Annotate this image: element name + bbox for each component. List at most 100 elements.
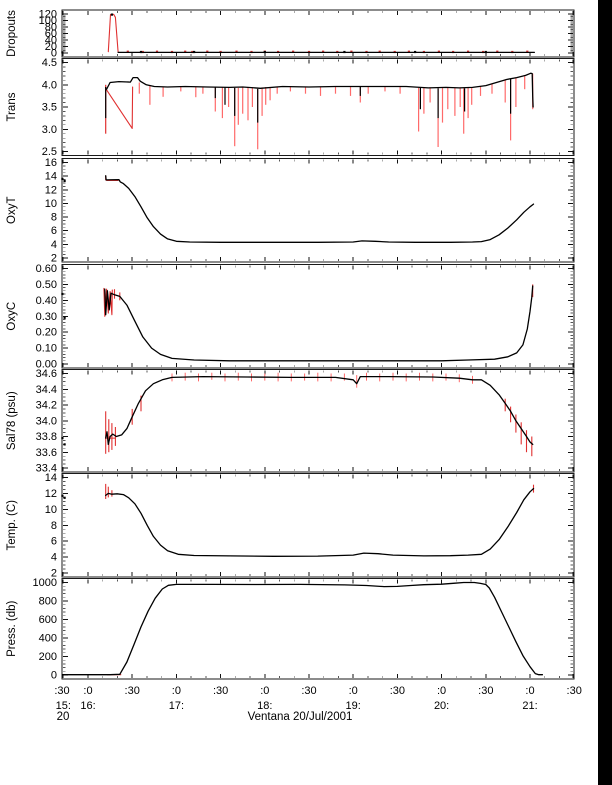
y-tick-label: 0.20 bbox=[36, 327, 57, 339]
y-tick-label: 3.0 bbox=[42, 124, 57, 136]
panel-oxyc: 0.00 0.10 0.20 0.30 0.40 0.50 0.60 OxyC bbox=[6, 263, 575, 371]
y-tick-label: 120 bbox=[39, 9, 57, 21]
panel-sal78-series bbox=[61, 372, 534, 457]
x-tick-label: :30 bbox=[301, 685, 316, 697]
y-tick-label: 8 bbox=[51, 212, 57, 224]
x-hour-label: 16: bbox=[80, 700, 95, 712]
y-tick-label: 34.2 bbox=[36, 400, 57, 412]
y-tick-label: 0.30 bbox=[36, 311, 57, 323]
x-tick-label: :30 bbox=[567, 685, 582, 697]
y-tick-label: 20 bbox=[45, 41, 57, 53]
panel-trans-axes: 2.5 3.0 3.5 4.0 4.5 bbox=[42, 57, 575, 158]
series-temp-raw-spikes bbox=[105, 483, 535, 499]
x-tick-label: :30 bbox=[390, 685, 405, 697]
series-oxyc-start-dots bbox=[61, 292, 66, 319]
series-oxyt-start-dots bbox=[61, 177, 66, 182]
plot-caption: Ventana 20/Jul/2001 bbox=[247, 711, 353, 723]
y-tick-label: 0.00 bbox=[36, 359, 57, 371]
panel-press: 0 200 400 600 800 1000 Press. (db) bbox=[6, 577, 575, 682]
y-tick-label: 10 bbox=[45, 504, 57, 516]
y-tick-label: 34.0 bbox=[36, 415, 57, 427]
right-black-strip bbox=[598, 0, 612, 785]
y-tick-label: 40 bbox=[45, 35, 57, 47]
y-tick-label: 12 bbox=[45, 488, 57, 500]
x-tick-label: :0 bbox=[83, 685, 92, 697]
y-tick-label: 34.4 bbox=[36, 384, 57, 396]
y-tick-label: 8 bbox=[51, 520, 57, 532]
y-tick-label: 14 bbox=[45, 472, 57, 484]
x-axis-labels: :30:0:30:0:30:0:30:0:30:0:30:0:30 15: 16: 1… bbox=[54, 685, 581, 712]
y-tick-label: 2.5 bbox=[42, 146, 57, 158]
y-tick-label: 3.5 bbox=[42, 102, 57, 114]
y-tick-label: 0 bbox=[51, 670, 57, 682]
panel-oxyc-series bbox=[61, 284, 534, 362]
series-sal78-clean-line bbox=[105, 375, 534, 446]
panel-oxyc-axes: 0.00 0.10 0.20 0.30 0.40 0.50 0.60 bbox=[36, 263, 575, 371]
y-tick-label: 6 bbox=[51, 225, 57, 237]
y-tick-label: 12 bbox=[45, 184, 57, 196]
x-hour-label: 15: bbox=[56, 700, 71, 712]
y-tick-label: 0 bbox=[51, 48, 57, 60]
x-tick-label: :30 bbox=[213, 685, 228, 697]
y-axis-title-oxyc: OxyC bbox=[6, 302, 18, 331]
series-trans-raw-descent bbox=[105, 86, 134, 129]
y-tick-label: 4.5 bbox=[42, 57, 57, 69]
y-tick-label: 2 bbox=[51, 253, 57, 265]
y-tick-label: 800 bbox=[39, 596, 57, 608]
x-hour-label: 20: bbox=[434, 700, 449, 712]
series-oxyt-clean-line bbox=[105, 175, 535, 243]
panel-press-series bbox=[61, 581, 544, 676]
x-tick-label: :0 bbox=[172, 685, 181, 697]
y-tick-label: 6 bbox=[51, 536, 57, 548]
x-tick-label: :30 bbox=[54, 685, 69, 697]
y-tick-label: 0.40 bbox=[36, 295, 57, 307]
y-tick-label: 10 bbox=[45, 198, 57, 210]
panel-dropouts-series bbox=[61, 13, 536, 54]
panel-temp-axes: 2 4 6 8 10 12 14 bbox=[45, 472, 575, 580]
panel-trans: 2.5 3.0 3.5 4.0 4.5 Trans bbox=[6, 57, 575, 158]
x-tick-label: :0 bbox=[437, 685, 446, 697]
x-hour-label: 21: bbox=[522, 700, 537, 712]
y-axis-title-oxyt: OxyT bbox=[6, 197, 18, 224]
series-temp-clean-line bbox=[105, 487, 535, 557]
x-tick-label: :0 bbox=[260, 685, 269, 697]
y-tick-label: 0.10 bbox=[36, 343, 57, 355]
y-tick-label: 80 bbox=[45, 22, 57, 34]
y-tick-label: 0.60 bbox=[36, 263, 57, 275]
series-trans-clean-spikes bbox=[105, 79, 512, 123]
series-trans-raw-dropout-spikes bbox=[138, 73, 534, 150]
x-axis-day-label: 20 bbox=[56, 711, 70, 723]
panel-trans-series bbox=[105, 72, 534, 150]
x-hour-label: 17: bbox=[169, 700, 184, 712]
y-tick-label: 33.6 bbox=[36, 447, 57, 459]
y-tick-label: 0.50 bbox=[36, 279, 57, 291]
y-axis-title-press: Press. (db) bbox=[6, 600, 18, 656]
y-tick-label: 14 bbox=[45, 171, 57, 183]
y-tick-label: 4 bbox=[51, 239, 57, 251]
series-dropouts-raw-spike bbox=[107, 13, 119, 53]
panel-sal78-axes: 33.4 33.6 33.8 34.0 34.2 34.4 34.6 bbox=[36, 368, 575, 475]
series-oxyc-raw-spikes bbox=[113, 284, 534, 301]
panel-temp-series bbox=[61, 483, 535, 557]
y-tick-label: 60 bbox=[45, 28, 57, 40]
panel-press-axes: 0 200 400 600 800 1000 bbox=[33, 577, 575, 682]
y-tick-label: 600 bbox=[39, 614, 57, 626]
y-tick-label: 400 bbox=[39, 633, 57, 645]
series-sal78-start-dots bbox=[61, 437, 66, 446]
panel-sal78: 33.4 33.6 33.8 34.0 34.2 34.4 34.6 Sal78 (psu) bbox=[6, 368, 575, 475]
y-tick-label: 33.8 bbox=[36, 431, 57, 443]
panel-oxyt-series bbox=[61, 175, 535, 243]
series-sal78-raw-start-spikes bbox=[105, 395, 142, 454]
series-temp-start-dots bbox=[61, 494, 66, 499]
series-dropouts-clean-dots bbox=[61, 13, 487, 54]
y-tick-label: 4 bbox=[51, 552, 57, 564]
x-tick-label: :30 bbox=[125, 685, 140, 697]
series-sal78-raw-fuzz bbox=[171, 372, 473, 388]
y-axis-title-sal78: Sal78 (psu) bbox=[6, 391, 18, 450]
x-hour-label: 18: bbox=[257, 700, 272, 712]
series-press-clean-line bbox=[61, 581, 544, 676]
